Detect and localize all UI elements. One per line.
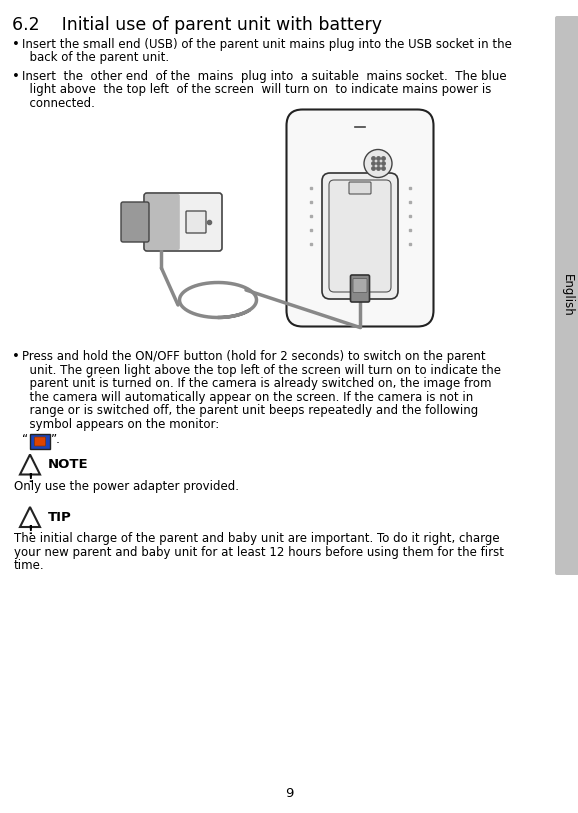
Text: the camera will automatically appear on the screen. If the camera is not in: the camera will automatically appear on … — [22, 390, 473, 403]
Text: symbol appears on the monitor:: symbol appears on the monitor: — [22, 418, 219, 431]
FancyBboxPatch shape — [145, 194, 180, 250]
FancyBboxPatch shape — [144, 193, 222, 251]
Text: TIP: TIP — [48, 511, 72, 524]
FancyBboxPatch shape — [349, 182, 371, 194]
FancyBboxPatch shape — [35, 437, 46, 446]
Text: English: English — [561, 274, 573, 317]
Text: Press and hold the ON/OFF button (hold for 2 seconds) to switch on the parent: Press and hold the ON/OFF button (hold f… — [22, 350, 486, 363]
FancyBboxPatch shape — [322, 173, 398, 299]
Text: The initial charge of the parent and baby unit are important. To do it right, ch: The initial charge of the parent and bab… — [14, 532, 499, 545]
Polygon shape — [20, 454, 40, 475]
Text: “: “ — [22, 433, 28, 446]
FancyBboxPatch shape — [350, 275, 369, 302]
Text: back of the parent unit.: back of the parent unit. — [22, 51, 169, 64]
Text: parent unit is turned on. If the camera is already switched on, the image from: parent unit is turned on. If the camera … — [22, 377, 491, 390]
Text: •: • — [12, 70, 20, 83]
Text: !: ! — [27, 524, 33, 537]
FancyBboxPatch shape — [287, 110, 434, 327]
FancyBboxPatch shape — [329, 180, 391, 292]
Text: ”.: ”. — [51, 433, 61, 446]
Text: unit. The green light above the top left of the screen will turn on to indicate : unit. The green light above the top left… — [22, 363, 501, 376]
Text: •: • — [12, 350, 20, 363]
Text: time.: time. — [14, 559, 45, 572]
Text: •: • — [12, 38, 20, 51]
Text: light above  the top left  of the screen  will turn on  to indicate mains power : light above the top left of the screen w… — [22, 84, 491, 97]
Text: !: ! — [27, 472, 33, 485]
Text: Only use the power adapter provided.: Only use the power adapter provided. — [14, 480, 239, 493]
FancyBboxPatch shape — [353, 279, 367, 293]
Text: 6.2    Initial use of parent unit with battery: 6.2 Initial use of parent unit with batt… — [12, 16, 382, 34]
FancyBboxPatch shape — [121, 202, 149, 242]
Text: range or is switched off, the parent unit beeps repeatedly and the following: range or is switched off, the parent uni… — [22, 404, 478, 417]
FancyBboxPatch shape — [186, 211, 206, 233]
Text: 9: 9 — [285, 787, 293, 800]
Text: NOTE: NOTE — [48, 458, 88, 471]
Text: Insert the small end (USB) of the parent unit mains plug into the USB socket in : Insert the small end (USB) of the parent… — [22, 38, 512, 51]
Text: your new parent and baby unit for at least 12 hours before using them for the fi: your new parent and baby unit for at lea… — [14, 546, 504, 559]
Text: connected.: connected. — [22, 97, 95, 110]
FancyBboxPatch shape — [30, 434, 50, 449]
Circle shape — [364, 150, 392, 177]
Text: Insert  the  other end  of the  mains  plug into  a suitable  mains socket.  The: Insert the other end of the mains plug i… — [22, 70, 507, 83]
Polygon shape — [20, 507, 40, 527]
FancyBboxPatch shape — [555, 16, 578, 575]
